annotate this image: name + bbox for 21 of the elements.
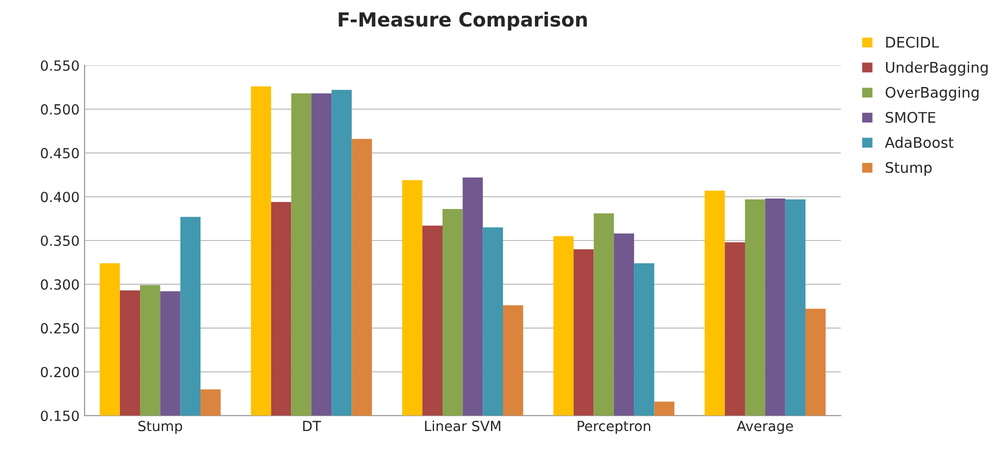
y-tick-label: 0.300 xyxy=(40,279,79,290)
y-tick-label: 0.150 xyxy=(40,410,79,422)
chart-title: F-Measure Comparison xyxy=(338,12,587,31)
legend-label: AdaBoost xyxy=(884,136,954,148)
y-tick-label: 0.250 xyxy=(40,323,79,334)
x-tick-label: Average xyxy=(736,420,793,434)
y-tick-label: 0.550 xyxy=(40,60,79,71)
y-tick-label: 0.500 xyxy=(40,104,79,115)
legend-label: SMOTE xyxy=(886,112,936,123)
x-tick-label: Perceptron xyxy=(578,420,650,434)
x-tick-label: Stump xyxy=(138,420,182,434)
y-tick-label: 0.450 xyxy=(40,148,79,158)
y-tick-label: 0.350 xyxy=(40,235,79,246)
legend-label: UnderBagging xyxy=(886,62,988,76)
y-tick-label: 0.200 xyxy=(40,366,79,378)
legend-label: Stump xyxy=(886,162,932,176)
legend-label: DECIDL xyxy=(886,36,939,48)
legend-label: OverBagging xyxy=(886,86,979,101)
x-tick-label: DT xyxy=(303,420,322,432)
x-tick-label: Linear SVM xyxy=(425,420,500,432)
y-tick-label: 0.400 xyxy=(40,192,79,202)
